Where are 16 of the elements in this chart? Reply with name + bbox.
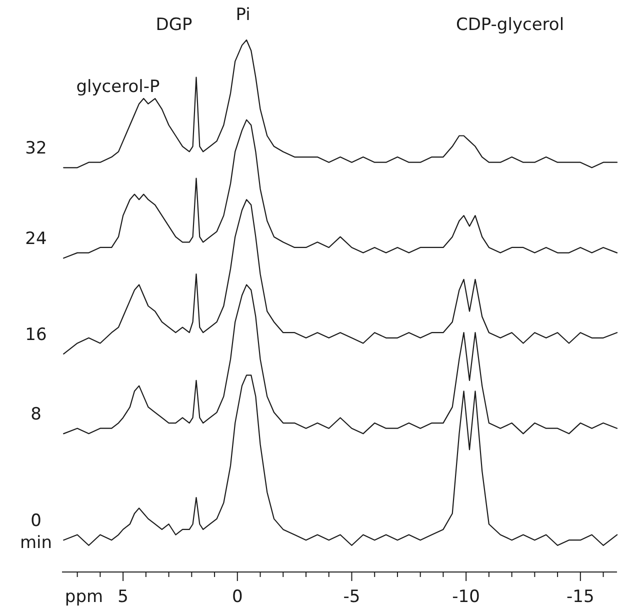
x-tick-label: -15 [566,587,594,606]
x-tick-label: 5 [118,587,128,606]
x-axis-title: ppm [64,587,104,606]
series-label: 0 [30,511,42,532]
x-tick-label: -5 [343,587,360,606]
text: Pi [236,5,250,25]
text: CDP-glycerol [456,15,564,35]
annotation: glycerol-P [76,77,160,97]
x-tick-label: -10 [452,587,480,606]
series-label: 32 [25,138,47,159]
x-tick-label: 0 [232,587,243,606]
series-label: 16 [25,324,47,345]
y-axis-title: min [20,533,52,554]
series-label: 8 [30,404,42,425]
series-label: 24 [25,229,47,250]
text: DGP [156,15,192,35]
